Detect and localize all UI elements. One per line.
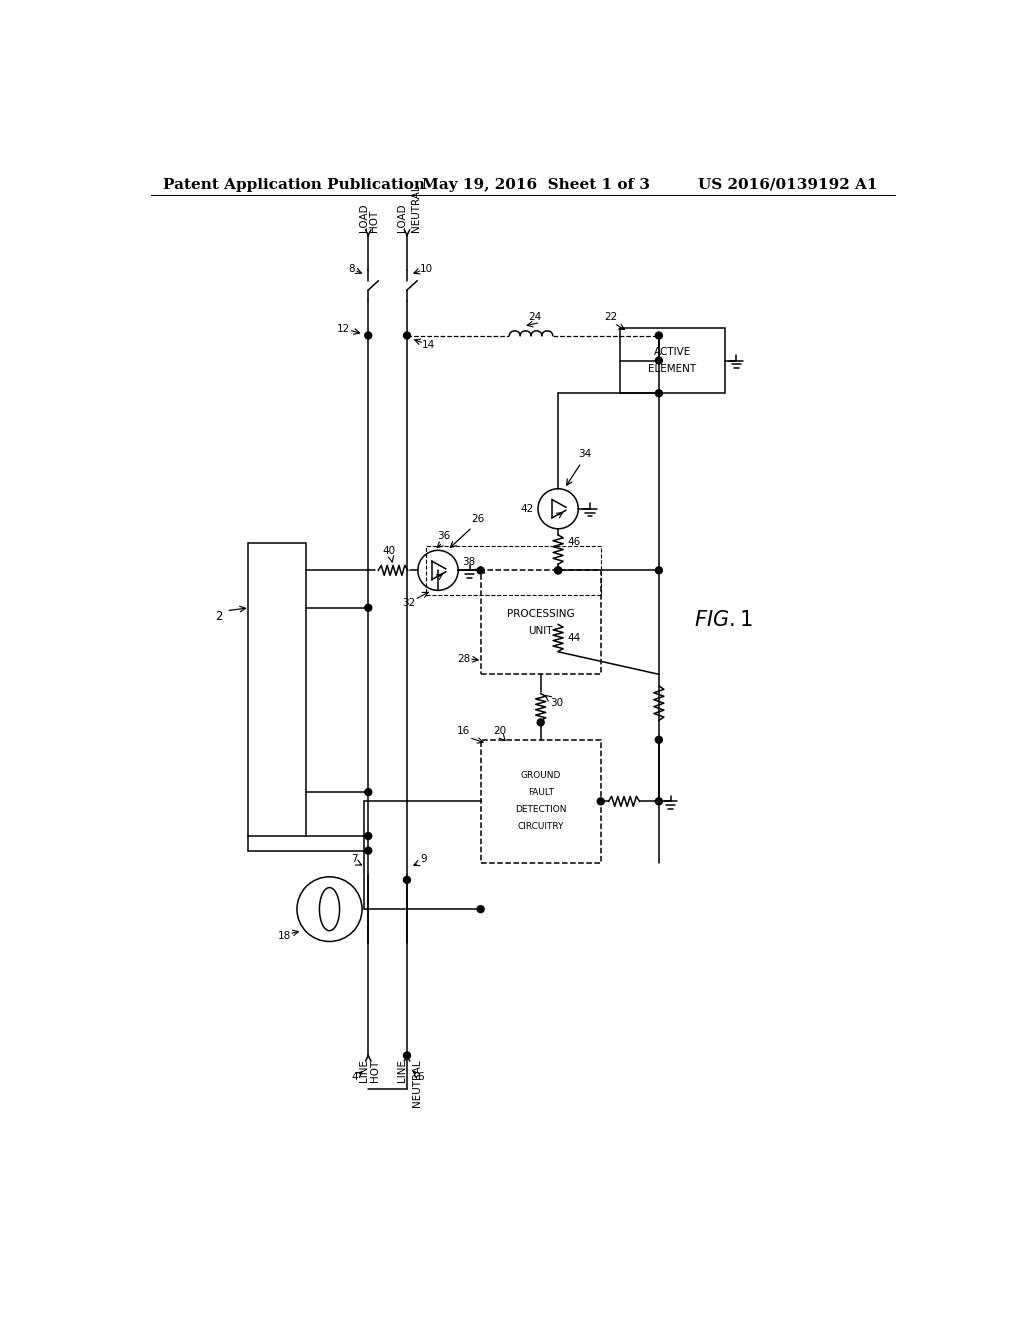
- Circle shape: [365, 833, 372, 840]
- Text: CIRCUITRY: CIRCUITRY: [517, 822, 564, 832]
- Text: 32: 32: [402, 598, 415, 607]
- Circle shape: [555, 566, 561, 574]
- Text: Patent Application Publication: Patent Application Publication: [163, 178, 425, 191]
- Text: 42: 42: [520, 504, 534, 513]
- Text: UNIT: UNIT: [528, 626, 553, 636]
- Circle shape: [655, 797, 663, 805]
- Circle shape: [403, 876, 411, 883]
- Circle shape: [365, 847, 372, 854]
- Circle shape: [655, 333, 663, 339]
- Text: May 19, 2016  Sheet 1 of 3: May 19, 2016 Sheet 1 of 3: [423, 178, 650, 191]
- Text: LOAD: LOAD: [397, 203, 408, 231]
- Text: 40: 40: [383, 546, 395, 557]
- Text: NEUTRAL: NEUTRAL: [412, 183, 421, 231]
- Text: 16: 16: [457, 726, 470, 737]
- Text: 18: 18: [278, 931, 291, 941]
- Text: FAULT: FAULT: [527, 788, 554, 797]
- Text: LINE: LINE: [358, 1059, 369, 1082]
- Circle shape: [655, 389, 663, 397]
- Circle shape: [655, 356, 663, 364]
- Circle shape: [655, 737, 663, 743]
- Bar: [480, 739, 601, 863]
- Circle shape: [365, 333, 372, 339]
- Text: 10: 10: [420, 264, 433, 273]
- Text: 7: 7: [351, 854, 357, 865]
- Bar: [621, 327, 725, 393]
- Circle shape: [477, 906, 484, 912]
- Circle shape: [477, 566, 484, 574]
- Text: 38: 38: [463, 557, 475, 566]
- Text: LINE: LINE: [397, 1059, 408, 1082]
- Text: 14: 14: [422, 339, 435, 350]
- Circle shape: [403, 333, 411, 339]
- Bar: [480, 570, 601, 675]
- Circle shape: [655, 566, 663, 574]
- Text: 28: 28: [457, 653, 470, 664]
- Text: 4: 4: [351, 1072, 357, 1082]
- Bar: [248, 544, 306, 836]
- Circle shape: [403, 1052, 411, 1059]
- Text: $\it{FIG.1}$: $\it{FIG.1}$: [693, 610, 753, 631]
- Text: NEUTRAL: NEUTRAL: [412, 1059, 422, 1107]
- Text: 46: 46: [567, 537, 581, 546]
- Text: 8: 8: [348, 264, 354, 273]
- Circle shape: [597, 797, 604, 805]
- Text: ACTIVE: ACTIVE: [653, 347, 691, 356]
- Text: HOT: HOT: [370, 210, 380, 231]
- Text: 2: 2: [215, 610, 222, 623]
- Text: 9: 9: [421, 854, 427, 865]
- Text: HOT: HOT: [371, 1059, 380, 1081]
- Circle shape: [365, 605, 372, 611]
- Text: 22: 22: [604, 312, 617, 322]
- Text: 20: 20: [494, 726, 507, 737]
- Text: 12: 12: [337, 325, 350, 334]
- Circle shape: [538, 719, 544, 726]
- Text: 44: 44: [567, 632, 581, 643]
- Circle shape: [365, 788, 372, 796]
- Text: DETECTION: DETECTION: [515, 805, 566, 814]
- Text: LOAD: LOAD: [358, 203, 369, 231]
- Text: GROUND: GROUND: [520, 771, 561, 780]
- Text: 36: 36: [437, 531, 451, 541]
- Text: 34: 34: [579, 449, 592, 459]
- Bar: [426, 545, 601, 595]
- Text: PROCESSING: PROCESSING: [507, 609, 574, 619]
- Text: US 2016/0139192 A1: US 2016/0139192 A1: [697, 178, 878, 191]
- Text: 26: 26: [472, 515, 485, 524]
- Text: 30: 30: [550, 698, 563, 708]
- Text: ELEMENT: ELEMENT: [648, 364, 696, 374]
- Circle shape: [555, 566, 561, 574]
- Text: 6: 6: [418, 1072, 424, 1082]
- Text: 24: 24: [528, 312, 542, 322]
